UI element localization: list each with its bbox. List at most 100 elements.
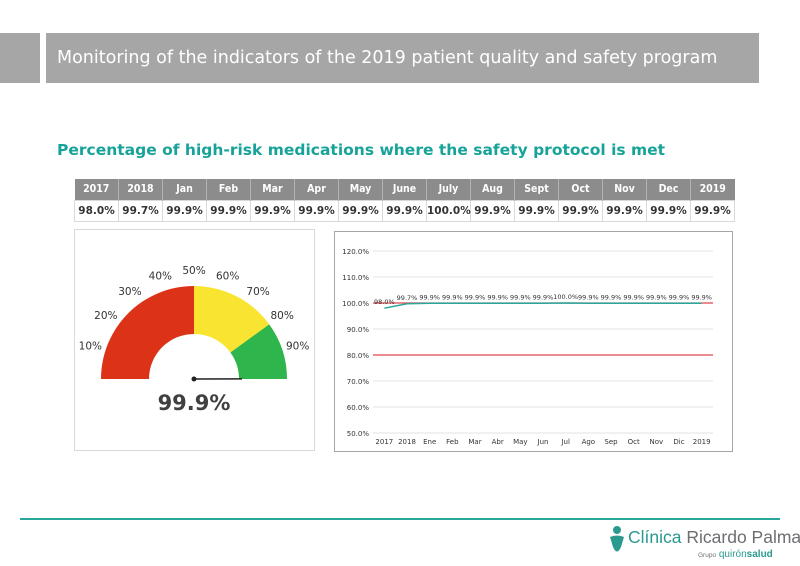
- actual-series-line: [384, 302, 702, 309]
- table-header-cell: Feb: [206, 179, 251, 200]
- table-header-row: 2017 2018 Jan Feb Mar Apr May June July Aug Sept Oc…: [74, 179, 735, 200]
- x-tick-label: 2019: [693, 438, 711, 446]
- data-label: 99.9%: [623, 293, 644, 301]
- table-header-cell: Mar: [250, 179, 295, 200]
- data-label: 99.9%: [465, 293, 486, 301]
- table-cell: 100.0%: [426, 199, 471, 222]
- table-header-cell: 2019: [690, 179, 735, 200]
- data-label: 99.9%: [487, 293, 508, 301]
- gauge-value-label: 99.9%: [158, 391, 231, 415]
- table-cell: 99.9%: [338, 199, 383, 222]
- table-header-cell: Dec: [646, 179, 691, 200]
- data-label: 100.0%: [553, 293, 578, 301]
- x-tick-label: Nov: [649, 438, 663, 446]
- y-tick-label: 90.0%: [347, 326, 370, 334]
- gauge-tick-label: 10%: [79, 340, 102, 352]
- x-tick-label: Ago: [582, 438, 596, 446]
- table-header-cell: Sept: [514, 179, 559, 200]
- gauge-tick-label: 30%: [118, 286, 141, 298]
- gauge-tick-label: 50%: [182, 265, 205, 277]
- gauge-tick-label: 60%: [216, 270, 239, 282]
- table-row: 98.0% 99.7% 99.9% 99.9% 99.9% 99.9% 99.9% 99.9%…: [74, 199, 735, 222]
- line-chart: 50.0% 60.0% 70.0% 80.0% 90.0% 100.0% 110.0% 120…: [342, 248, 713, 446]
- table-cell: 99.9%: [514, 199, 559, 222]
- table-cell: 99.9%: [646, 199, 691, 222]
- table-cell: 99.9%: [206, 199, 251, 222]
- gauge-band: [230, 324, 287, 379]
- table-cell: 99.9%: [382, 199, 427, 222]
- x-tick-label: Oct: [628, 438, 640, 446]
- y-tick-label: 100.0%: [342, 300, 369, 308]
- clinic-logo-name: Clínica Ricardo Palma: [628, 527, 800, 548]
- table-cell: 99.9%: [162, 199, 207, 222]
- y-tick-label: 120.0%: [342, 248, 369, 256]
- data-label: 99.9%: [669, 293, 690, 301]
- gauge-band: [194, 286, 270, 353]
- table-header-cell: Apr: [294, 179, 339, 200]
- gauge-tick-label: 90%: [286, 340, 309, 352]
- section-subtitle: Percentage of high-risk medications wher…: [57, 141, 666, 159]
- table-cell: 99.9%: [602, 199, 647, 222]
- table-header-cell: July: [426, 179, 471, 200]
- data-label: 99.9%: [442, 293, 463, 301]
- table-header-cell: May: [338, 179, 383, 200]
- data-label: 99.7%: [397, 294, 418, 302]
- logo-name-part1: Clínica: [628, 527, 682, 547]
- table-header-cell: 2018: [118, 179, 163, 200]
- indicator-table: 2017 2018 Jan Feb Mar Apr May June July Aug Sept Oc…: [74, 179, 735, 222]
- data-label: 99.9%: [646, 293, 667, 301]
- table-header-cell: Aug: [470, 179, 515, 200]
- x-tick-label: Jun: [537, 438, 549, 446]
- gauge-tick-label: 20%: [94, 310, 117, 322]
- y-tick-label: 60.0%: [347, 404, 370, 412]
- table-header-cell: June: [382, 179, 427, 200]
- table-cell: 99.9%: [294, 199, 339, 222]
- logo-group-part2: salud: [746, 549, 773, 560]
- x-tick-label: May: [513, 438, 527, 446]
- header-side-block: [0, 33, 40, 83]
- logo-name-part2: Ricardo Palma: [686, 527, 800, 547]
- x-tick-label: Feb: [446, 438, 459, 446]
- x-tick-label: Abr: [492, 438, 504, 446]
- clinic-logo: Clínica Ricardo Palma Grupo quirónsalud: [604, 523, 800, 563]
- data-label: 99.9%: [578, 293, 599, 301]
- data-label: 99.9%: [510, 293, 531, 301]
- gauge-needle-hub: [191, 376, 197, 382]
- table-header-cell: 2017: [74, 179, 119, 200]
- gauge-band: [101, 286, 194, 379]
- x-tick-label: 2018: [398, 438, 416, 446]
- table-cell: 99.9%: [690, 199, 735, 222]
- data-label: 99.9%: [691, 293, 712, 301]
- group-logo: Grupo quirónsalud: [698, 549, 773, 560]
- data-label: 99.9%: [419, 293, 440, 301]
- table-header-cell: Oct: [558, 179, 603, 200]
- table-cell: 99.9%: [558, 199, 603, 222]
- y-tick-label: 110.0%: [342, 274, 369, 282]
- logo-group-prefix: Grupo: [698, 552, 717, 559]
- x-tick-label: Mar: [468, 438, 481, 446]
- x-tick-label: Jul: [560, 438, 570, 446]
- table-cell: 99.9%: [250, 199, 295, 222]
- table-header-cell: Jan: [162, 179, 207, 200]
- x-tick-label: Ene: [423, 438, 436, 446]
- y-tick-label: 50.0%: [347, 430, 370, 438]
- data-label: 98.0%: [374, 298, 395, 306]
- y-tick-label: 80.0%: [347, 352, 370, 360]
- x-tick-label: 2017: [375, 438, 393, 446]
- gauge-tick-label: 40%: [149, 270, 172, 282]
- line-chart-panel: 50.0% 60.0% 70.0% 80.0% 90.0% 100.0% 110.0% 120…: [334, 231, 733, 452]
- data-label: 99.9%: [533, 293, 554, 301]
- footer-divider: [20, 518, 780, 520]
- clinic-logo-icon: [610, 526, 624, 552]
- x-tick-label: Dic: [673, 438, 684, 446]
- gauge-chart: 10% 20%30% 40% 50% 60% 70%80% 90% 99.9%: [79, 265, 310, 415]
- table-cell: 98.0%: [74, 199, 119, 222]
- gauge-panel: 10% 20% 30% 40% 50% 60% 70% 80% 90% 99.9%: [74, 229, 315, 451]
- table-header-cell: Nov: [602, 179, 647, 200]
- y-tick-label: 70.0%: [347, 378, 370, 386]
- data-label: 99.9%: [601, 293, 622, 301]
- gauge-tick-label: 70%: [246, 286, 269, 298]
- page-title: Monitoring of the indicators of the 2019…: [46, 33, 759, 83]
- table-cell: 99.7%: [118, 199, 163, 222]
- x-tick-label: Sep: [604, 438, 618, 446]
